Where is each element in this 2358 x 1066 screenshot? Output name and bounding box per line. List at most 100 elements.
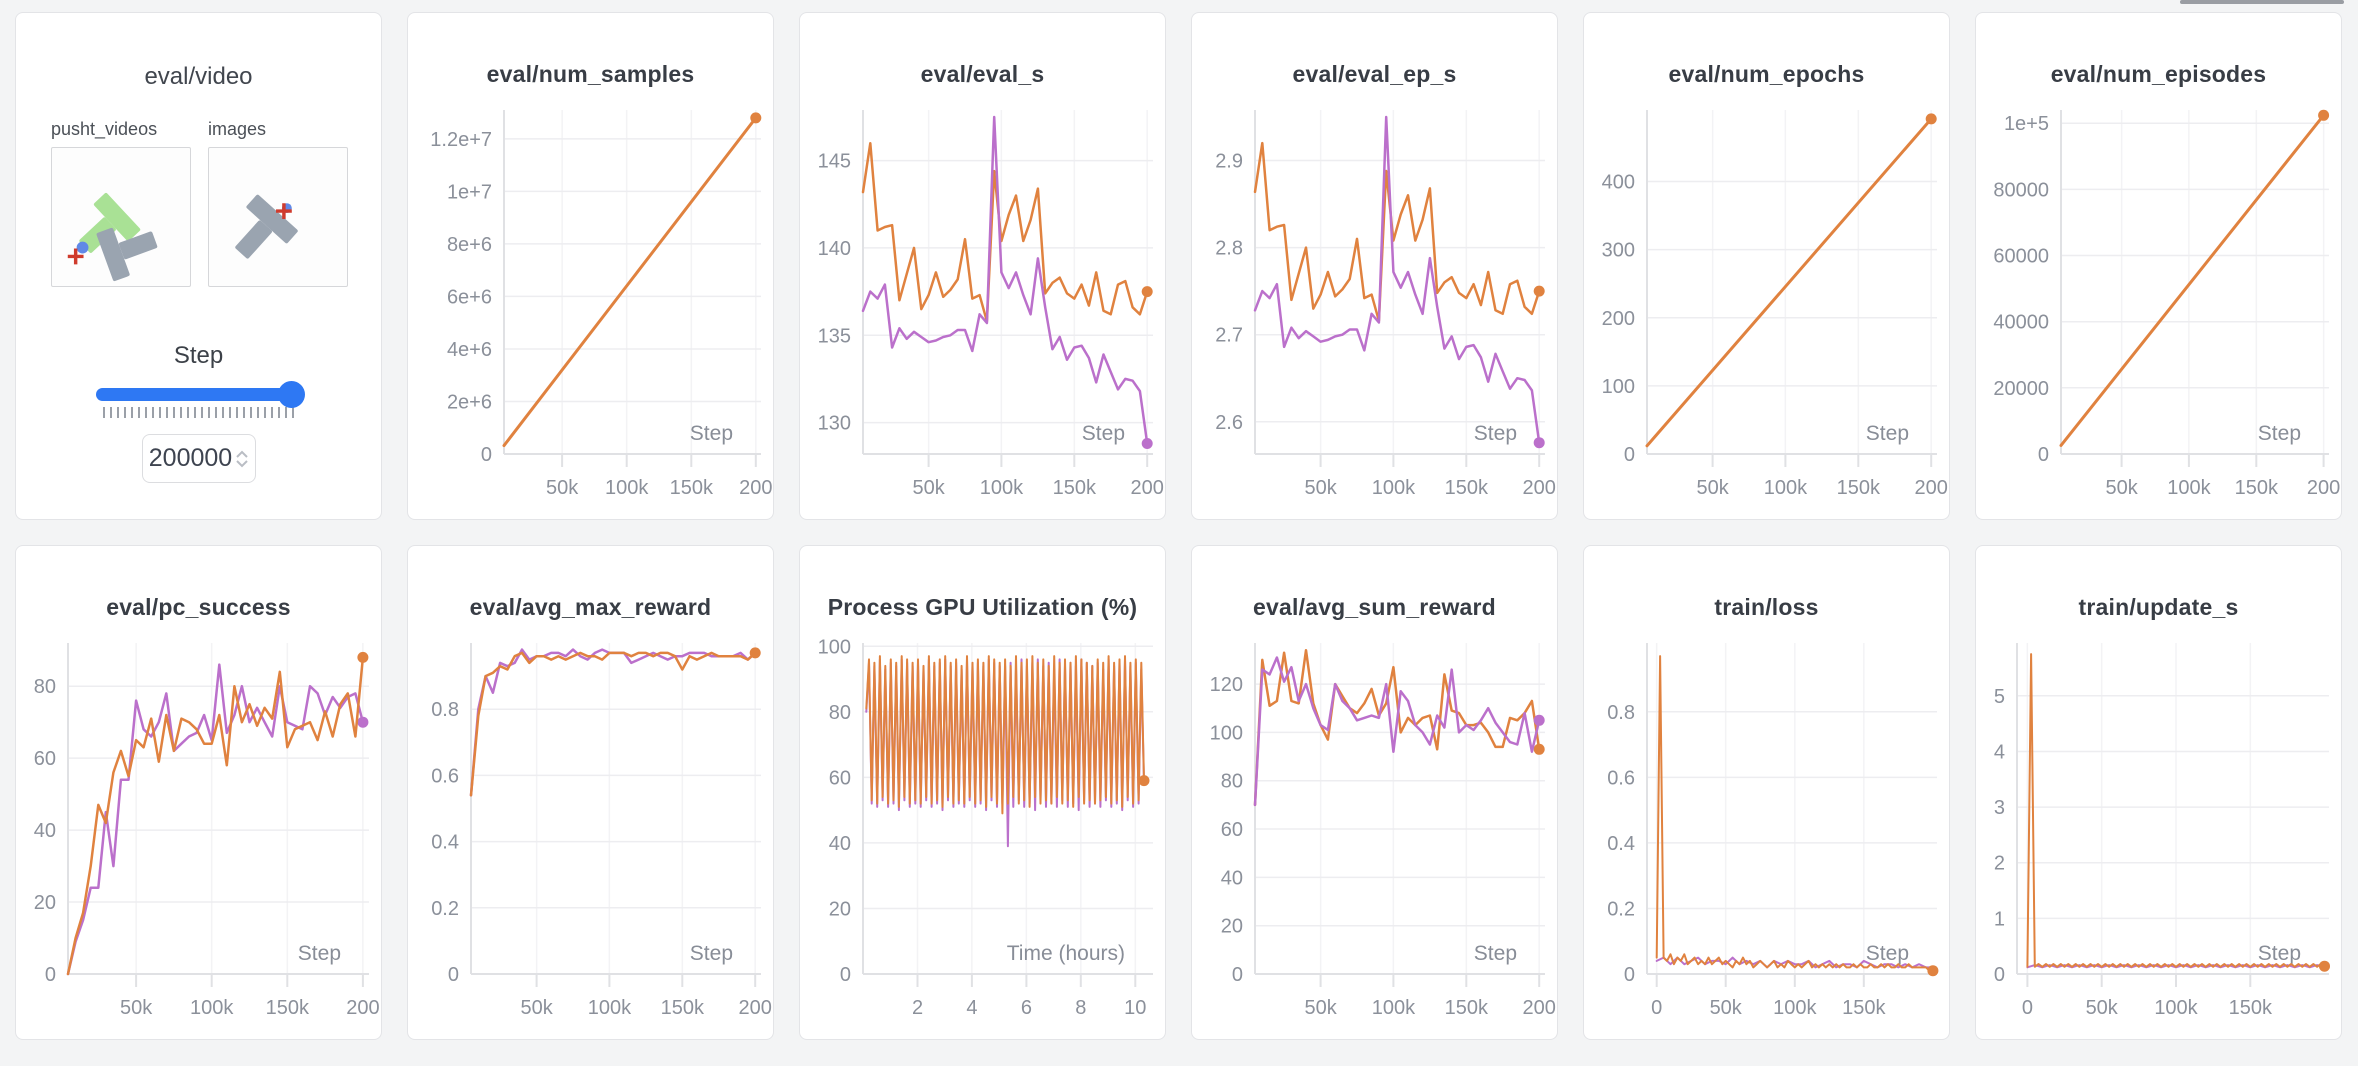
svg-text:150k: 150k [1445,997,1489,1019]
step-number-input[interactable]: 200000 [141,434,256,483]
chart-title: eval/eval_ep_s [1292,61,1457,87]
svg-text:150k: 150k [1837,477,1881,499]
svg-text:0: 0 [2022,997,2033,1019]
chart-svg: 0 2e+6 4e+6 6e+6 8e+6 1e+7 1.2e+7 50k 100k 150k 20… [430,110,772,499]
chart-panel-eval-avg-sum-reward[interactable]: eval/avg_sum_reward 0 20 40 60 80 100 120 50k 10… [1191,545,1558,1040]
chart-title: train/update_s [2078,594,2239,620]
stepper-arrows[interactable] [236,450,248,468]
svg-text:200: 200 [1523,477,1556,499]
svg-text:100k: 100k [980,477,1024,499]
svg-text:20: 20 [1221,916,1243,938]
chart-svg: 0 20 40 60 80 100 2 4 6 8 10 Time (hours) [818,636,1153,1019]
chart-svg: 0 0.2 0.4 0.6 0.8 50k 100k 150k 200 Step [431,643,772,1019]
chart-panel-eval-num-epochs[interactable]: eval/num_epochs 0 100 200 300 400 50k 100k 150k… [1583,12,1950,520]
svg-text:2.6: 2.6 [1215,412,1243,434]
step-slider-track[interactable] [95,388,302,401]
horizontal-scrollbar-thumb[interactable] [2180,0,2344,4]
chart-canvas: 0 20 40 60 80 100 2 4 6 8 10 Time (hours) [800,629,1165,1039]
svg-text:50k: 50k [1304,997,1337,1019]
svg-text:150k: 150k [1053,477,1097,499]
chart-svg: 130 135 140 145 50k 100k 150k 200 Step [818,110,1164,499]
step-slider-thumb[interactable] [277,381,305,408]
svg-text:100k: 100k [1764,477,1808,499]
goal-cross-icon [276,203,292,219]
svg-text:0.2: 0.2 [431,898,459,920]
svg-text:200: 200 [346,997,379,1019]
svg-text:0.8: 0.8 [431,699,459,721]
svg-text:60000: 60000 [1993,246,2049,268]
pusht-block-t-icon [235,194,298,259]
svg-text:0.4: 0.4 [431,832,459,854]
svg-text:300: 300 [1602,240,1635,262]
svg-text:0: 0 [481,444,492,466]
svg-text:3: 3 [1994,797,2005,819]
svg-text:2: 2 [1994,853,2005,875]
svg-text:0: 0 [1624,444,1635,466]
chart-panel-eval-num-samples[interactable]: eval/num_samples 0 2e+6 4e+6 6e+6 8e+6 1e+7 1.… [407,12,774,520]
chart-panel-eval-pc-success[interactable]: eval/pc_success 0 20 40 60 80 50k 100k 150k 200 S… [15,545,382,1040]
svg-text:200: 200 [1915,477,1948,499]
svg-text:50k: 50k [912,477,945,499]
chart-svg: 0 1 2 3 4 5 0 50k 100k 150k Step [1994,643,2330,1019]
chart-svg: 2.6 2.7 2.8 2.9 50k 100k 150k 200 Step [1215,110,1556,499]
chart-canvas: 0 0.2 0.4 0.6 0.8 50k 100k 150k 200 Step [408,629,773,1039]
chevron-down-icon[interactable] [236,459,248,468]
svg-text:50k: 50k [1710,997,1743,1019]
svg-text:60: 60 [1221,819,1243,841]
svg-text:0: 0 [1651,997,1662,1019]
svg-text:0.6: 0.6 [1607,767,1635,789]
svg-text:130: 130 [818,413,851,435]
svg-text:200: 200 [1131,477,1164,499]
svg-text:50k: 50k [520,997,553,1019]
svg-text:0.8: 0.8 [1607,702,1635,724]
image-thumbnail[interactable] [208,147,348,287]
chart-title: eval/pc_success [106,594,291,620]
svg-text:Step: Step [1474,422,1517,445]
chart-panel-train-update-s[interactable]: train/update_s 0 1 2 3 4 5 0 50k 100k 150k Step [1975,545,2342,1040]
pusht-block-t-icon [96,227,158,282]
agent-dot-icon [76,241,89,254]
svg-text:Step: Step [690,942,733,965]
chart-title: eval/avg_sum_reward [1253,594,1496,620]
svg-text:100k: 100k [2167,477,2211,499]
chart-svg: 0 0.2 0.4 0.6 0.8 0 50k 100k 150k Step [1607,643,1939,1019]
chevron-up-icon[interactable] [236,450,248,458]
media-row: pusht_videos [16,119,381,292]
chart-panel-eval-eval-s[interactable]: eval/eval_s 130 135 140 145 50k 100k 150k 200 St… [799,12,1166,520]
video-thumbnail-pusht[interactable] [51,147,191,287]
svg-text:100k: 100k [1773,997,1817,1019]
chart-panel-train-loss[interactable]: train/loss 0 0.2 0.4 0.6 0.8 0 50k 100k 150k Step [1583,545,1950,1040]
svg-text:6e+6: 6e+6 [447,286,492,308]
chart-panel-eval-num-episodes[interactable]: eval/num_episodes 0 20000 40000 60000 80000 1… [1975,12,2342,520]
chart-title: eval/num_episodes [2050,61,2267,87]
svg-text:80000: 80000 [1993,179,2049,201]
svg-text:100k: 100k [1372,477,1416,499]
chart-panel-eval-eval-ep-s[interactable]: eval/eval_ep_s 2.6 2.7 2.8 2.9 50k 100k 150k 20… [1191,12,1558,520]
svg-text:4: 4 [1994,742,2005,764]
svg-text:100k: 100k [2154,997,2198,1019]
svg-text:200: 200 [739,997,772,1019]
svg-text:Time (hours): Time (hours) [1007,942,1125,965]
step-value[interactable]: 200000 [148,444,233,472]
svg-text:40000: 40000 [1993,312,2049,334]
svg-text:0: 0 [1994,964,2005,986]
svg-text:0: 0 [1624,964,1635,986]
step-slider-label: Step [173,342,224,369]
chart-panel-eval-avg-max-reward[interactable]: eval/avg_max_reward 0 0.2 0.4 0.6 0.8 50k 100k… [407,545,774,1040]
svg-text:8e+6: 8e+6 [447,234,492,256]
goal-cross-icon [67,248,84,265]
media-panel-eval-video[interactable]: eval/video pusht_videos [15,12,382,520]
svg-text:120: 120 [1210,674,1243,696]
chart-panel-process-gpu-utilization[interactable]: Process GPU Utilization (%) 0 20 40 60 80 100… [799,545,1166,1040]
svg-text:0: 0 [45,964,56,986]
svg-text:Step: Step [2258,942,2301,965]
svg-text:100k: 100k [1372,997,1416,1019]
svg-text:Step: Step [1082,422,1125,445]
chart-canvas: 0 20000 40000 60000 80000 1e+5 50k 100k 150k 200 S… [1976,96,2341,519]
svg-text:8: 8 [1075,997,1086,1019]
svg-text:2.8: 2.8 [1215,238,1243,260]
chart-canvas: 0 2e+6 4e+6 6e+6 8e+6 1e+7 1.2e+7 50k 100k 150k 20… [408,96,773,519]
svg-text:400: 400 [1602,172,1635,194]
step-slider[interactable] [95,381,305,408]
svg-text:Step: Step [1866,422,1909,445]
